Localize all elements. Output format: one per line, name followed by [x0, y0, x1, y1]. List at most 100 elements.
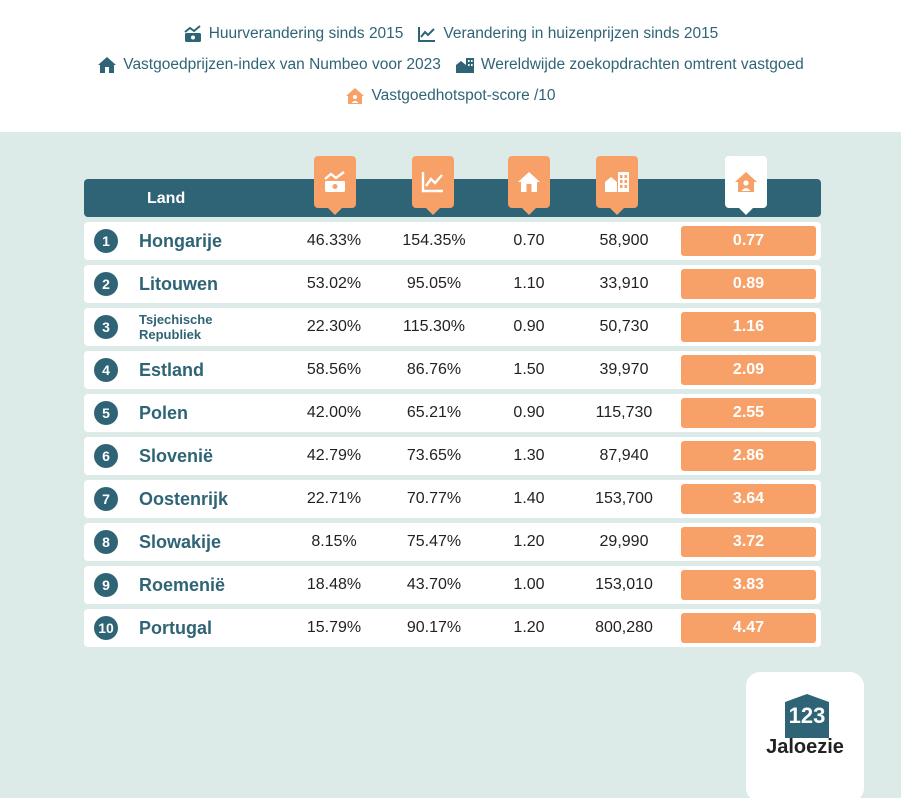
- house-person-icon: [735, 172, 757, 192]
- logo-name: Jaloezie: [766, 736, 844, 758]
- price-index-cell: 1.50: [513, 361, 545, 378]
- rank-badge: 3: [94, 315, 118, 339]
- house-price-change-cell: 115.30%: [403, 318, 465, 335]
- search-volume-cell: 800,280: [595, 619, 653, 636]
- legend-label-house-price: Verandering in huizenprijzen sinds 2015: [443, 25, 719, 42]
- rank-badge: 1: [94, 229, 118, 253]
- table-row: 3 Tsjechische Republiek 22.30% 115.30% 0.90 5…: [84, 308, 821, 346]
- column-searches-badge: [596, 156, 638, 215]
- country-name: Hongarije: [139, 230, 223, 251]
- legend-label-rent: Huurverandering sinds 2015: [208, 25, 404, 42]
- rank-badge: 6: [94, 444, 118, 468]
- legend-item-index: Vastgoedprijzen-index van Numbeo voor 20…: [97, 56, 441, 74]
- rent-change-cell: 15.79%: [306, 619, 362, 636]
- country-name: Portugal: [139, 617, 213, 638]
- rent-change-cell: 42.79%: [306, 447, 362, 464]
- rank-badge: 5: [94, 401, 118, 425]
- table-row: 8 Slowakije 8.15% 75.47% 1.20 29,990 3.72: [84, 523, 821, 561]
- search-volume-cell: 33,910: [599, 275, 649, 292]
- table-row: 10 Portugal 15.79% 90.17% 1.20 800,280 4.47: [84, 609, 821, 647]
- column-index-badge: [508, 156, 550, 215]
- rank-badge: 9: [94, 573, 118, 597]
- rank-badge: 2: [94, 272, 118, 296]
- hotspot-score-cell: 3.72: [681, 527, 816, 557]
- hotspot-score-cell: 4.47: [681, 613, 816, 643]
- price-index-cell: 1.20: [513, 619, 545, 636]
- house-price-change-cell: 86.76%: [406, 361, 462, 378]
- line-chart-icon: [421, 172, 443, 193]
- rent-change-icon: [184, 25, 201, 42]
- hotspot-score-cell: 2.55: [681, 398, 816, 428]
- country-name: Estland: [139, 359, 205, 380]
- country-name: Roemenië: [139, 574, 226, 595]
- rank-badge: 10: [94, 616, 118, 640]
- price-index-cell: 1.20: [513, 533, 545, 550]
- search-volume-cell: 39,970: [599, 361, 649, 378]
- table-row: 2 Litouwen 53.02% 95.05% 1.10 33,910 0.89: [84, 265, 821, 303]
- price-index-cell: 1.40: [513, 490, 545, 507]
- hotspot-score-cell: 0.89: [681, 269, 816, 299]
- logo-number: 123: [788, 703, 826, 728]
- price-index-cell: 0.90: [513, 318, 545, 335]
- hotspot-score-cell: 0.77: [681, 226, 816, 256]
- legend-row-1: Huurverandering sinds 2015 Verandering i…: [0, 25, 901, 43]
- table-row: 9 Roemenië 18.48% 43.70% 1.00 153,010 3.83: [84, 566, 821, 604]
- brand-logo: 123 Jaloezie: [746, 672, 864, 802]
- logo-house-icon: [785, 694, 829, 738]
- legend-item-searches: Wereldwijde zoekopdrachten omtrent vastg…: [455, 56, 804, 74]
- house-price-change-cell: 43.70%: [406, 576, 462, 593]
- table-row: 6 Slovenië 42.79% 73.65% 1.30 87,940 2.86: [84, 437, 821, 475]
- header-land-label: Land: [147, 190, 186, 207]
- hotspot-score-cell: 1.16: [681, 312, 816, 342]
- price-index-cell: 1.30: [513, 447, 545, 464]
- column-score-badge: [725, 156, 767, 215]
- house-price-change-cell: 75.47%: [406, 533, 462, 550]
- hotspot-score-cell: 2.09: [681, 355, 816, 385]
- search-volume-cell: 87,940: [599, 447, 649, 464]
- price-index-cell: 0.70: [513, 232, 545, 249]
- rent-change-cell: 53.02%: [306, 275, 362, 292]
- legend-label-searches: Wereldwijde zoekopdrachten omtrent vastg…: [480, 56, 804, 73]
- legend-item-score: Vastgoedhotspot-score /10: [345, 87, 556, 105]
- price-index-cell: 0.90: [513, 404, 545, 421]
- house-price-change-cell: 90.17%: [406, 619, 462, 636]
- search-volume-cell: 58,900: [599, 232, 649, 249]
- legend-item-rent: Huurverandering sinds 2015: [183, 25, 404, 43]
- hotspot-score-cell: 3.64: [681, 484, 816, 514]
- house-price-change-cell: 95.05%: [406, 275, 462, 292]
- house-price-change-cell: 70.77%: [406, 490, 462, 507]
- house-person-icon: [346, 88, 365, 104]
- search-volume-cell: 115,730: [595, 404, 653, 421]
- line-chart-icon: [418, 27, 436, 42]
- table-row: 1 Hongarije 46.33% 154.35% 0.70 58,900 0.77: [84, 222, 821, 260]
- country-name: Slowakije: [139, 531, 222, 552]
- house-price-change-cell: 154.35%: [402, 232, 466, 249]
- house-icon: [98, 57, 117, 73]
- rent-change-cell: 18.48%: [306, 576, 362, 593]
- country-name: Litouwen: [139, 273, 218, 294]
- legend-label-index: Vastgoedprijzen-index van Numbeo voor 20…: [123, 56, 441, 73]
- search-volume-cell: 153,010: [595, 576, 653, 593]
- rank-badge: 7: [94, 487, 118, 511]
- legend-row-3: Vastgoedhotspot-score /10: [0, 87, 901, 105]
- rent-change-cell: 58.56%: [306, 361, 362, 378]
- price-index-cell: 1.00: [513, 576, 545, 593]
- legend-label-score: Vastgoedhotspot-score /10: [371, 87, 556, 104]
- hotspot-score-cell: 3.83: [681, 570, 816, 600]
- legend-row-2: Vastgoedprijzen-index van Numbeo voor 20…: [0, 56, 901, 74]
- buildings-icon: [455, 58, 474, 73]
- search-volume-cell: 29,990: [599, 533, 649, 550]
- house-icon: [518, 172, 540, 192]
- country-name: Slovenië: [139, 445, 214, 466]
- column-house-price-badge: [412, 156, 454, 215]
- rent-change-cell: 46.33%: [306, 232, 362, 249]
- country-name: Polen: [139, 402, 189, 423]
- table-row: 5 Polen 42.00% 65.21% 0.90 115,730 2.55: [84, 394, 821, 432]
- table-row: 4 Estland 58.56% 86.76% 1.50 39,970 2.09: [84, 351, 821, 389]
- legend: Huurverandering sinds 2015 Verandering i…: [0, 0, 901, 132]
- house-price-change-cell: 73.65%: [406, 447, 462, 464]
- rank-badge: 4: [94, 358, 118, 382]
- rank-badge: 8: [94, 530, 118, 554]
- table-row: 7 Oostenrijk 22.71% 70.77% 1.40 153,700 3.64: [84, 480, 821, 518]
- rent-change-cell: 22.71%: [306, 490, 362, 507]
